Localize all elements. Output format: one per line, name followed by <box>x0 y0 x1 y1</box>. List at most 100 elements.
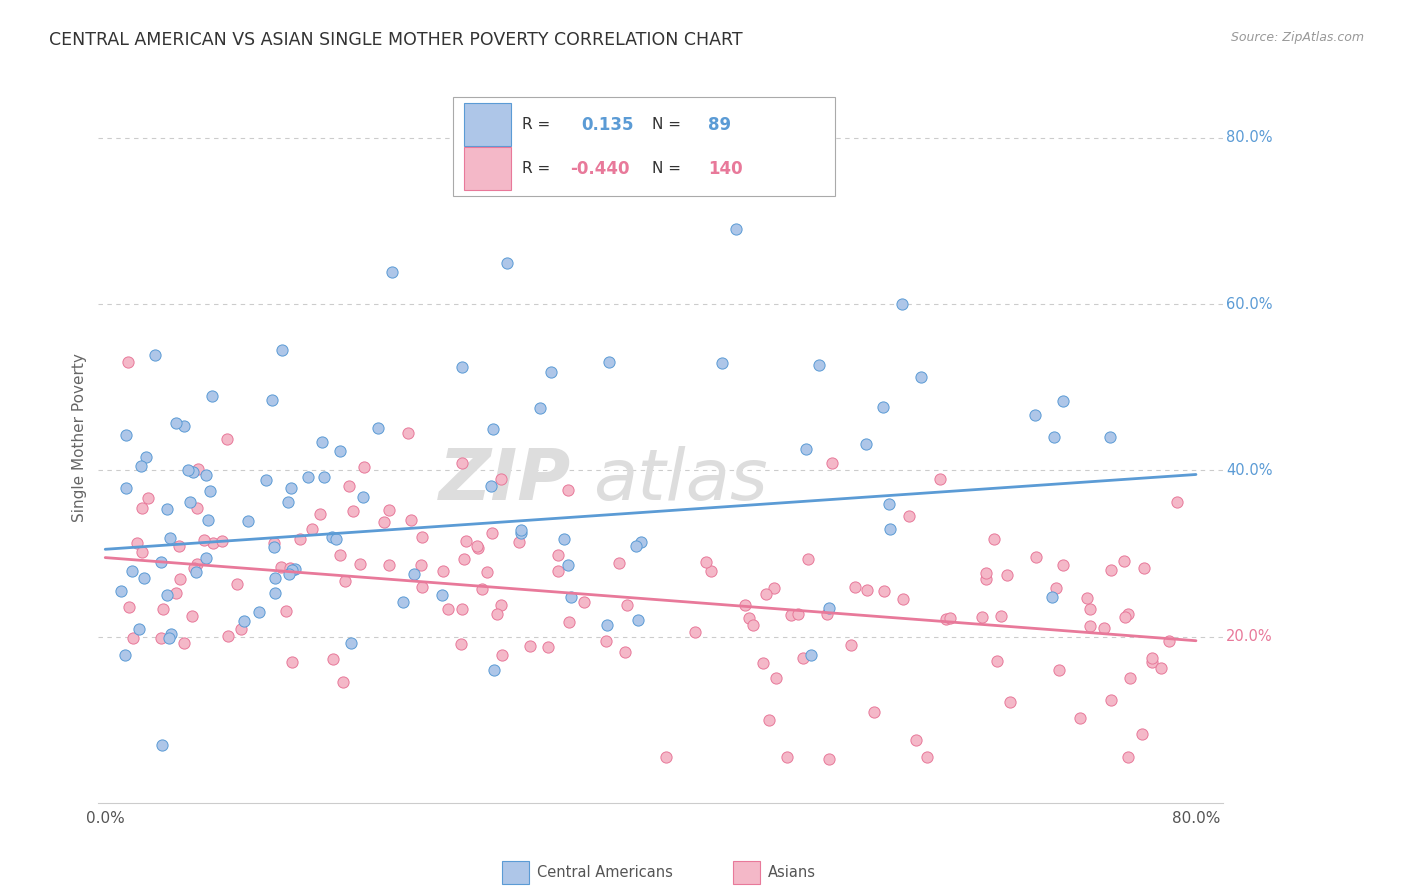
Point <box>974 573 997 587</box>
Text: 140: 140 <box>709 160 742 178</box>
Text: 80.0%: 80.0% <box>1226 130 1272 145</box>
Point <box>456 534 478 549</box>
Point <box>1025 550 1047 565</box>
Point <box>149 555 172 569</box>
Point <box>373 515 395 529</box>
Point <box>725 222 748 236</box>
Point <box>685 624 707 639</box>
Point <box>312 470 335 484</box>
Point <box>1112 553 1135 567</box>
Point <box>157 631 180 645</box>
Point <box>396 426 419 441</box>
Point <box>301 522 323 536</box>
Point <box>818 752 841 766</box>
Point <box>290 533 312 547</box>
Point <box>815 607 838 621</box>
Point <box>311 435 333 450</box>
Point <box>229 622 252 636</box>
Point <box>432 564 454 578</box>
Point <box>392 595 415 609</box>
Point <box>624 540 647 554</box>
Text: Asians: Asians <box>768 864 815 880</box>
Point <box>807 359 830 373</box>
Point <box>340 636 363 650</box>
Point <box>898 509 921 524</box>
Point <box>553 532 575 546</box>
Point <box>278 560 301 574</box>
Point <box>734 598 756 612</box>
Point <box>453 552 475 566</box>
Point <box>1099 430 1122 444</box>
Point <box>152 602 174 616</box>
Point <box>862 706 884 720</box>
Point <box>217 629 239 643</box>
FancyBboxPatch shape <box>502 861 529 884</box>
FancyBboxPatch shape <box>453 97 835 195</box>
Point <box>877 497 900 511</box>
FancyBboxPatch shape <box>464 147 512 190</box>
Point <box>537 640 560 654</box>
Point <box>186 500 208 515</box>
Point <box>280 481 302 495</box>
Point <box>378 558 401 573</box>
Point <box>1092 620 1115 634</box>
Point <box>1076 591 1098 605</box>
Point <box>284 562 307 576</box>
Point <box>1116 607 1139 621</box>
Point <box>329 548 352 562</box>
Point <box>787 607 810 621</box>
Point <box>349 557 371 571</box>
Point <box>547 564 569 578</box>
Text: atlas: atlas <box>593 447 768 516</box>
Point <box>263 536 285 550</box>
Point <box>134 571 156 585</box>
Point <box>616 599 638 613</box>
Point <box>136 491 159 505</box>
Point <box>264 572 287 586</box>
Point <box>150 738 173 752</box>
Text: Source: ZipAtlas.com: Source: ZipAtlas.com <box>1230 31 1364 45</box>
Point <box>557 558 579 573</box>
Point <box>479 479 502 493</box>
Point <box>489 472 512 486</box>
Point <box>249 606 271 620</box>
Point <box>277 495 299 509</box>
Point <box>215 433 238 447</box>
Point <box>1114 609 1136 624</box>
Point <box>598 355 620 369</box>
Point <box>891 297 914 311</box>
Point <box>557 483 579 497</box>
Point <box>450 637 472 651</box>
Point <box>1052 558 1074 572</box>
Point <box>856 582 879 597</box>
Point <box>281 563 304 577</box>
Point <box>627 613 650 627</box>
Point <box>411 558 433 572</box>
Point <box>402 566 425 581</box>
Point <box>332 674 354 689</box>
Point <box>254 473 277 487</box>
Point <box>1099 563 1122 577</box>
Point <box>353 460 375 475</box>
Point <box>509 523 531 537</box>
Point <box>738 611 761 625</box>
Point <box>278 566 301 581</box>
Point <box>118 600 141 615</box>
Point <box>125 535 148 549</box>
Text: N =: N = <box>652 161 686 176</box>
Point <box>915 750 938 764</box>
Point <box>1116 750 1139 764</box>
Point <box>159 531 181 545</box>
Point <box>794 442 817 456</box>
Point <box>121 631 143 645</box>
Point <box>337 479 360 493</box>
Point <box>630 535 652 549</box>
Text: CENTRAL AMERICAN VS ASIAN SINGLE MOTHER POVERTY CORRELATION CHART: CENTRAL AMERICAN VS ASIAN SINGLE MOTHER … <box>49 31 742 49</box>
Point <box>974 566 997 581</box>
Point <box>281 655 304 669</box>
Point <box>1159 633 1181 648</box>
Point <box>121 565 143 579</box>
Point <box>1052 394 1074 409</box>
Point <box>997 568 1019 582</box>
Point <box>115 428 138 442</box>
